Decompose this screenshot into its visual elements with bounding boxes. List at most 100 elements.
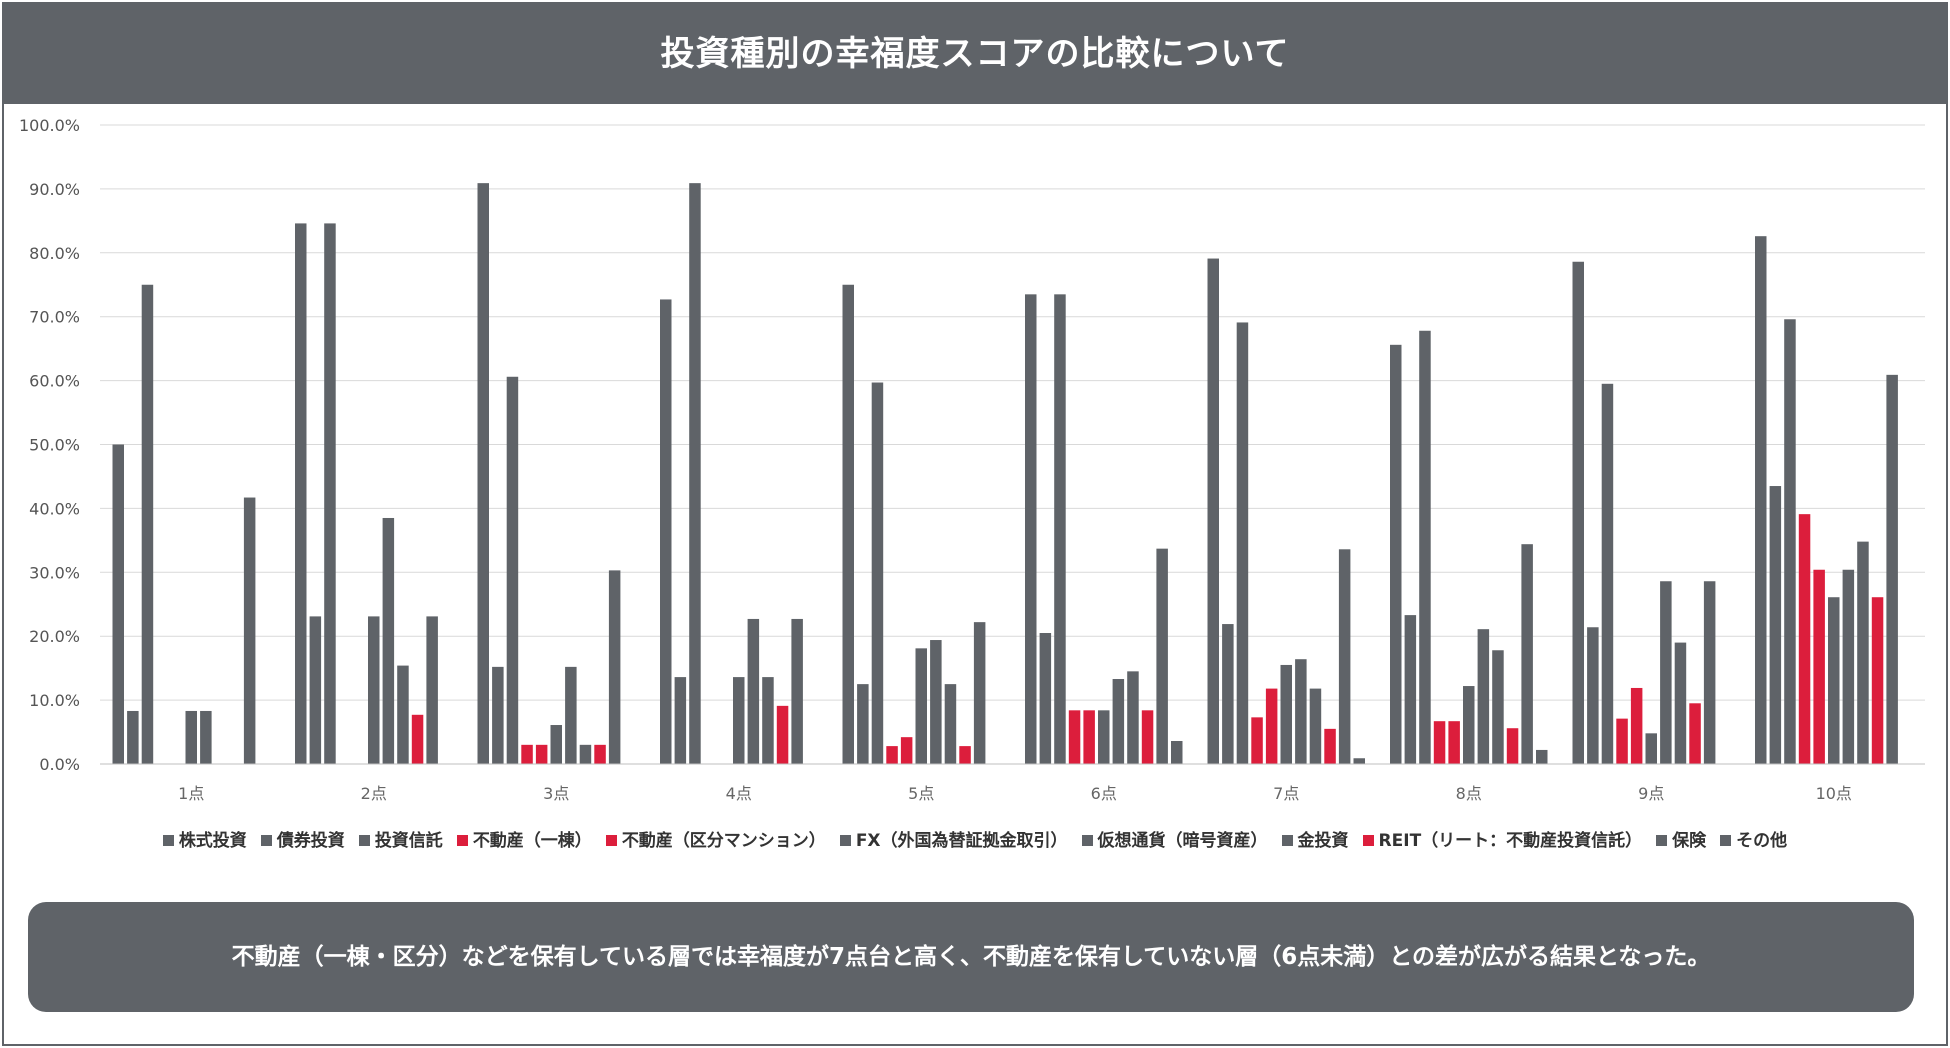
bar [857,684,869,764]
bar [886,746,898,764]
bar [1616,718,1628,764]
x-category-label: 8点 [1456,784,1482,803]
x-category-label: 1点 [178,784,204,803]
legend-swatch [605,834,617,846]
legend-label: REIT（リート：不動産投資信託） [1378,831,1643,851]
bar [382,517,395,764]
bar [550,725,562,764]
legend-swatch [260,834,272,846]
legend-label: 投資信託 [374,831,443,851]
bar [1689,703,1701,764]
legend-item: 金投資 [1281,826,1349,851]
bar [733,677,745,764]
bar [1572,261,1584,764]
bar [1813,569,1825,764]
x-category-label: 5点 [908,784,934,803]
y-tick-label: 30.0% [29,563,80,582]
legend-item: REIT（リート：不動産投資信託） [1362,826,1643,851]
legend-label: 保険 [1672,831,1707,851]
bar [1798,514,1811,764]
chart-legend: 株式投資 債券投資 投資信託 不動産（一棟） 不動産（区分マンション） FX（外国為替証拠… [0,826,1950,851]
legend-item: 仮想通貨（暗号資産） [1081,826,1268,851]
legend-swatch [1362,834,1374,846]
bar [762,677,774,764]
bar [594,744,606,764]
legend-label: 株式投資 [178,831,247,851]
x-category-label: 10点 [1816,784,1852,803]
bar [1127,671,1139,764]
bar [1587,627,1599,764]
bar [411,714,424,764]
x-category-label: 4点 [726,784,752,803]
bar [185,710,197,764]
bar [1039,633,1052,764]
bar [1098,710,1110,764]
bar [1280,664,1292,764]
legend-swatch [839,834,851,846]
legend-swatch [1656,834,1668,846]
bar [1536,749,1548,764]
x-category-label: 2点 [361,784,387,803]
bar [1601,383,1614,764]
y-tick-label: 80.0% [29,244,80,263]
bar [674,677,687,764]
y-tick-label: 0.0% [39,755,80,774]
bar [660,299,672,764]
bar [127,710,139,764]
bar [776,705,789,764]
bar [842,284,854,764]
bar [1630,687,1643,764]
bar [1769,486,1782,764]
bar [973,622,986,764]
bar [1265,688,1278,764]
bar [1448,721,1460,764]
y-tick-label: 90.0% [29,180,80,199]
bar [506,376,519,764]
bar-chart: 0.0% 10.0% 20.0% 30.0% 40.0% 50.0% 60.0% 70.0% 8… [19,116,1925,803]
bar [1477,629,1490,764]
bar [1433,721,1446,764]
y-tick-label: 10.0% [29,691,80,710]
bar [368,616,380,764]
bar [1112,679,1125,764]
bar [915,648,927,764]
y-tick-label: 40.0% [29,499,80,518]
legend-label: 不動産（区分マンション） [621,831,826,851]
bar [1645,733,1657,764]
legend-swatch [162,834,174,846]
bar [1674,642,1687,764]
legend-label: その他 [1736,831,1788,851]
bar [900,737,913,764]
bar [1054,294,1066,764]
bar [871,382,884,764]
bar [1083,710,1095,764]
bar [1390,344,1402,764]
legend-item: 投資信託 [358,826,443,851]
bar [1703,581,1716,764]
bar [747,618,760,764]
bar [1171,740,1183,764]
bar [1419,330,1431,764]
bar [535,744,548,764]
bar [1857,541,1869,764]
y-tick-label: 100.0% [19,116,80,135]
legend-label: 不動産（一棟） [472,831,592,851]
bar [309,616,322,764]
legend-item: FX（外国為替証拠金取引） [839,826,1068,851]
legend-swatch [456,834,468,846]
bar [324,223,336,764]
bar [1842,569,1855,764]
bar [521,744,533,764]
legend-swatch [1081,834,1093,846]
legend-item: 不動産（一棟） [456,826,592,851]
bar [1338,549,1351,764]
legend-item: 不動産（区分マンション） [605,826,826,851]
legend-swatch [1720,834,1732,846]
bar [791,618,803,764]
legend-item: 保険 [1656,826,1706,851]
y-tick-label: 60.0% [29,372,80,391]
bar [1463,686,1475,764]
bar [1755,236,1767,764]
bar [477,183,489,765]
bar [1784,319,1796,764]
